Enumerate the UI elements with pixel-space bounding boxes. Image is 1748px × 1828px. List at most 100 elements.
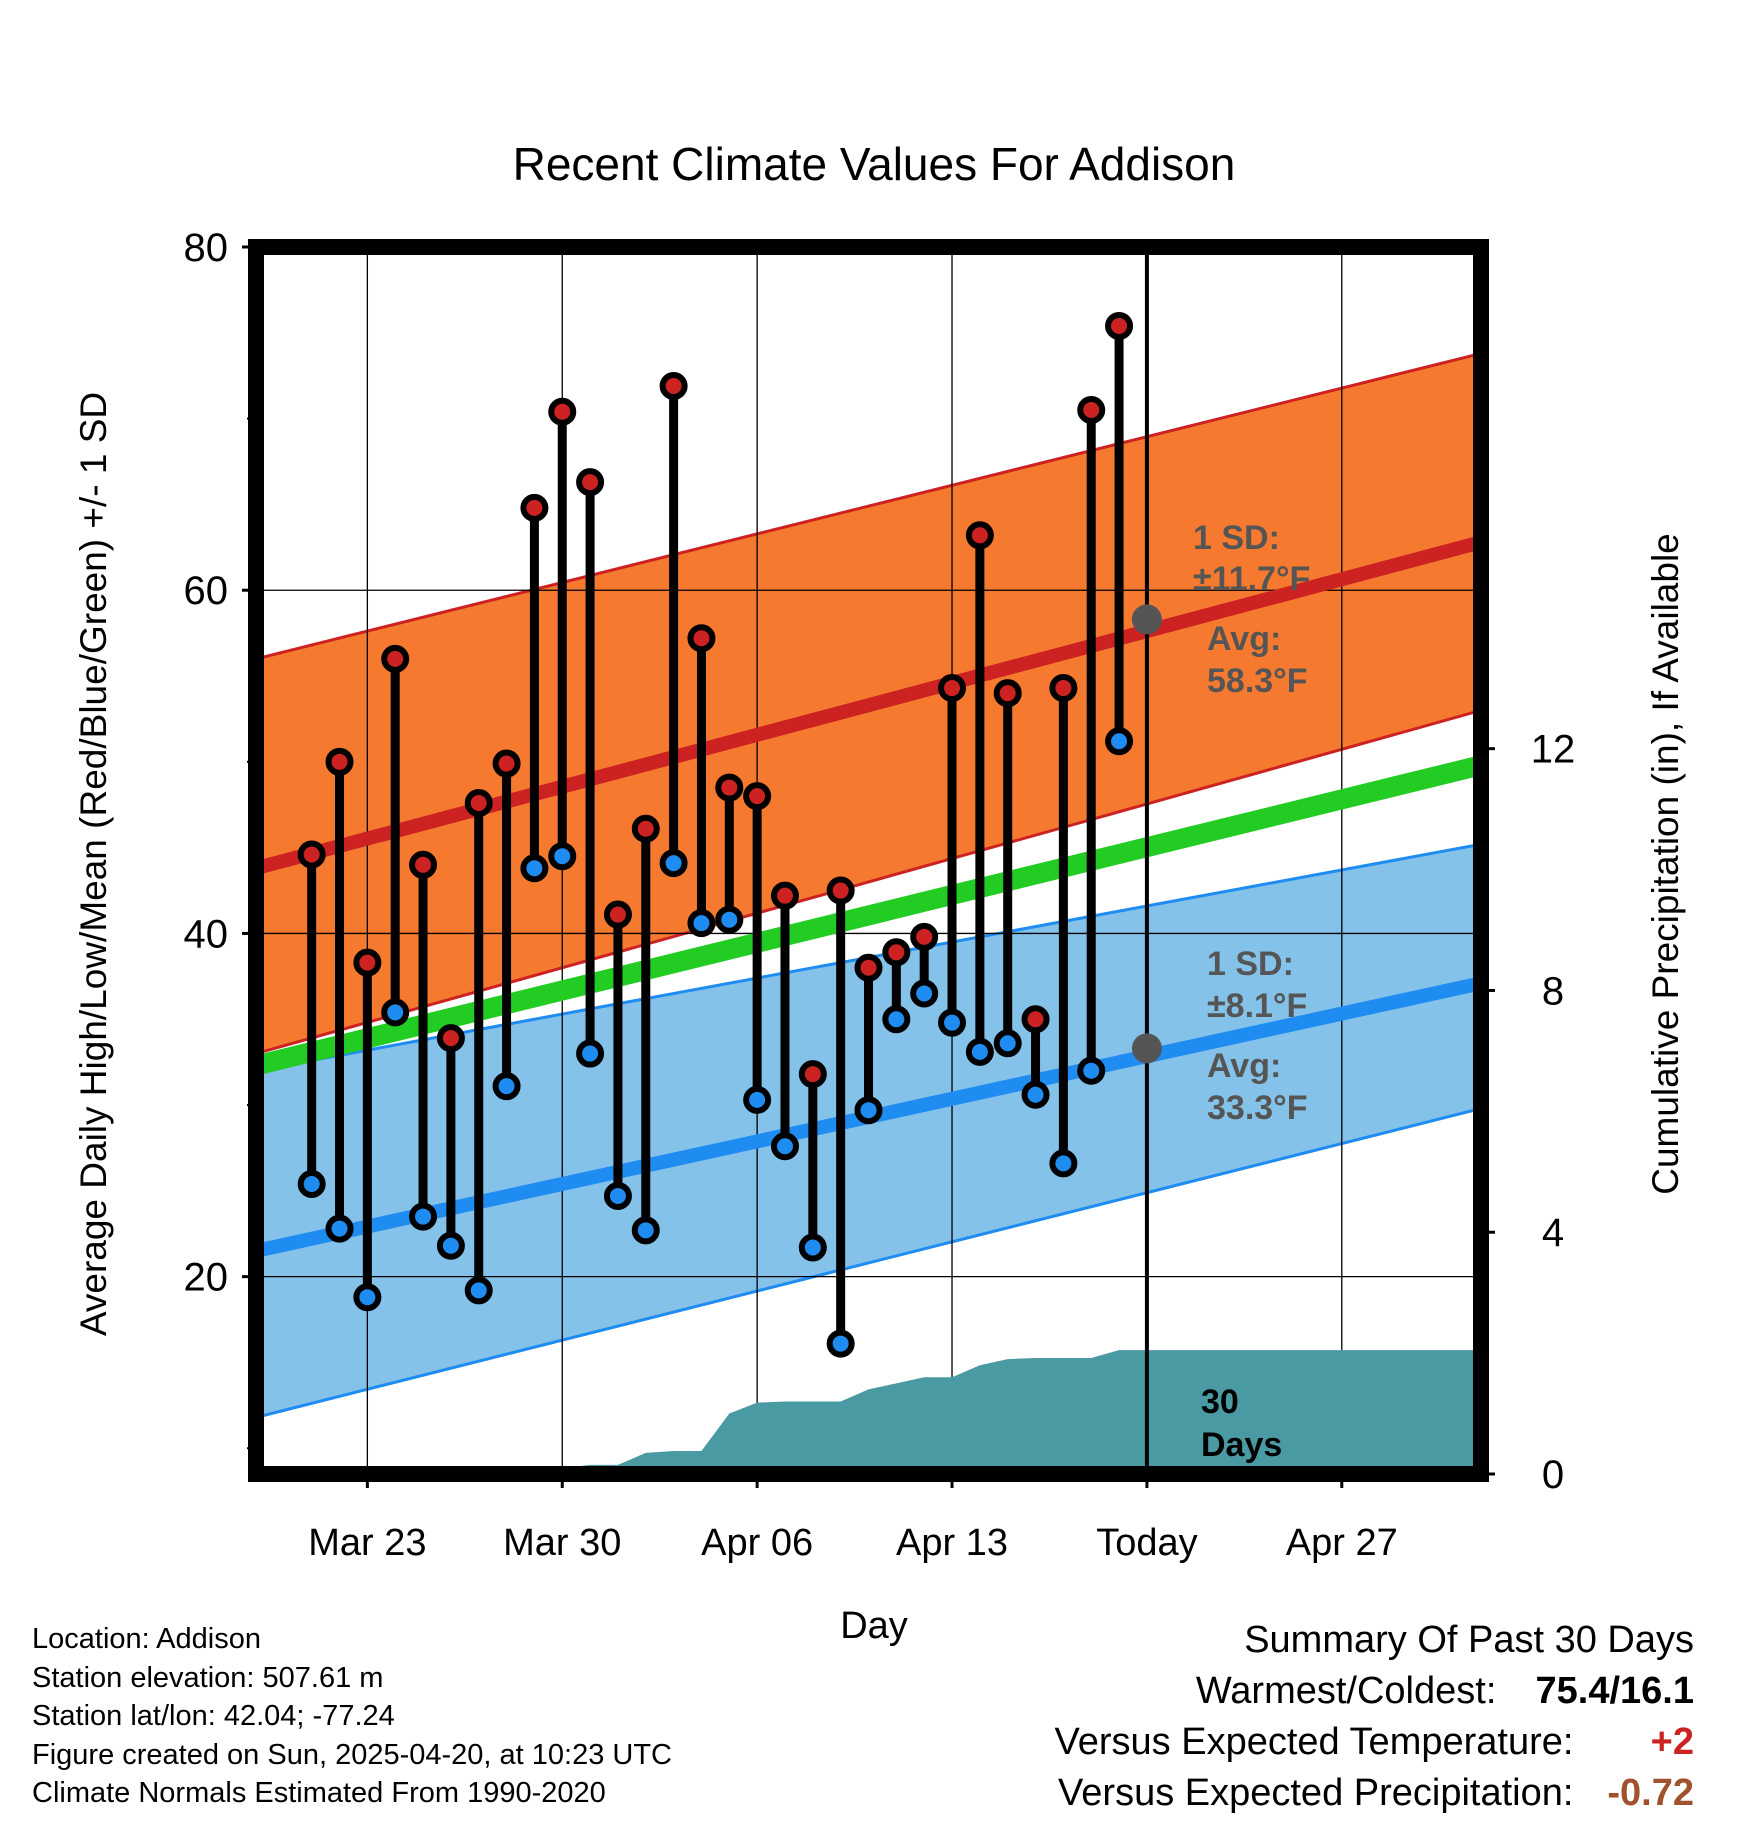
daily-high-point [743,782,772,811]
plot-area [256,247,1481,1474]
y-tick-label: 80 [184,226,229,270]
daily-low-point [409,1202,438,1231]
daily-high-point [687,624,716,653]
daily-low-point [715,905,744,934]
daily-high-point [854,953,883,982]
daily-high-point [436,1024,465,1053]
summary-panel: Summary Of Past 30 Days Warmest/Coldest:… [1055,1615,1694,1819]
high-avg-label: Avg: [1207,620,1281,658]
daily-low-point [464,1276,493,1305]
daily-high-point [965,521,994,550]
daily-low-point [576,1039,605,1068]
summary-warm-cold: Warmest/Coldest: 75.4/16.1 [1055,1666,1694,1717]
summary-temp: Versus Expected Temperature: +2 [1055,1717,1694,1768]
daily-high-point [993,679,1022,708]
chart-title: Recent Climate Values For Addison [513,138,1236,190]
y-axis-label: Average Daily High/Low/Mean (Red/Blue/Gr… [73,392,114,1336]
low-avg-value: 33.3°F [1207,1089,1308,1127]
x-tick-label: Apr 27 [1286,1522,1398,1564]
precipitation-area [256,1350,1481,1474]
daily-high-point [325,747,354,776]
daily-low-point [1021,1080,1050,1109]
high-avg-value: 58.3°F [1207,662,1308,700]
daily-high-point [798,1060,827,1089]
daily-high-point [548,397,577,426]
warm-cold-value: 75.4/16.1 [1535,1670,1694,1712]
normals-text: Climate Normals Estimated From 1990-2020 [32,1777,606,1809]
precip-label: Versus Expected Precipitation: [1058,1772,1574,1814]
precip-value: -0.72 [1607,1772,1694,1814]
plot-frame [248,239,1489,1482]
daily-low-point [798,1233,827,1262]
daily-high-point [882,938,911,967]
temp-label: Versus Expected Temperature: [1054,1721,1574,1763]
daily-low-point [603,1181,632,1210]
y2-tick-label: 8 [1542,969,1564,1013]
daily-low-point [743,1085,772,1114]
daily-high-point [1021,1005,1050,1034]
high-sd-label: 1 SD: [1193,519,1280,557]
daily-high-point [492,749,521,778]
days-label-line2: Days [1201,1426,1282,1464]
high-normal-line [256,535,1481,875]
daily-high-point [715,773,744,802]
summary-title: Summary Of Past 30 Days [1244,1619,1694,1661]
daily-low-point [882,1005,911,1034]
low-sd-label: 1 SD: [1207,945,1294,983]
low-avg-label: Avg: [1207,1047,1281,1085]
y2-tick-label: 0 [1542,1453,1564,1497]
daily-high-point [1049,674,1078,703]
y2-tick-label: 4 [1542,1211,1564,1255]
x-tick-label: Mar 30 [503,1522,621,1564]
y-tick-label: 40 [184,912,229,956]
daily-high-point [409,850,438,879]
mean-normal-line [256,755,1481,1076]
daily-low-point [1077,1056,1106,1085]
daily-low-point [297,1169,326,1198]
daily-low-point [381,998,410,1027]
y2-tick-label: 12 [1531,728,1576,772]
temp-value: +2 [1650,1721,1694,1763]
x-axis-label: Day [840,1605,908,1647]
high-sd-band-lower-edge [256,708,1481,1056]
daily-high-point [910,922,939,951]
daily-high-point [659,372,688,401]
high-sd-value: ±11.7°F [1193,560,1310,598]
daily-high-point [770,881,799,910]
days-label-line1: 30 [1201,1383,1239,1421]
low-sd-band-lower-edge [256,1107,1481,1419]
daily-high-point [603,900,632,929]
low-avg-marker [1131,1033,1162,1064]
daily-low-point [687,909,716,938]
daily-low-point [826,1329,855,1358]
elevation-text: Station elevation: 507.61 m [32,1661,384,1694]
daily-high-point [576,468,605,497]
daily-high-point [520,493,549,522]
daily-low-point [520,854,549,883]
created-text: Figure created on Sun, 2025-04-20, at 10… [32,1738,672,1771]
daily-high-point [631,814,660,843]
daily-high-point [1105,311,1134,340]
daily-low-point [492,1072,521,1101]
station-info: Location: Addison Station elevation: 507… [32,1620,672,1813]
location-text: Location: Addison [32,1623,261,1655]
high-avg-marker [1131,604,1162,635]
daily-low-point [770,1132,799,1161]
daily-low-point [1049,1149,1078,1178]
y-tick-label: 20 [184,1256,229,1300]
daily-low-point [548,842,577,871]
daily-high-point [381,644,410,673]
daily-low-point [854,1096,883,1125]
x-tick-label: Mar 23 [308,1522,426,1564]
daily-low-point [993,1029,1022,1058]
daily-low-point [353,1283,382,1312]
x-tick-label: Apr 06 [701,1522,813,1564]
latlon-text: Station lat/lon: 42.04; -77.24 [32,1700,395,1732]
daily-high-point [826,876,855,905]
summary-precip: Versus Expected Precipitation: -0.72 [1055,1768,1694,1819]
daily-low-point [938,1008,967,1037]
daily-high-point [938,674,967,703]
daily-high-point [297,840,326,869]
daily-low-point [965,1037,994,1066]
